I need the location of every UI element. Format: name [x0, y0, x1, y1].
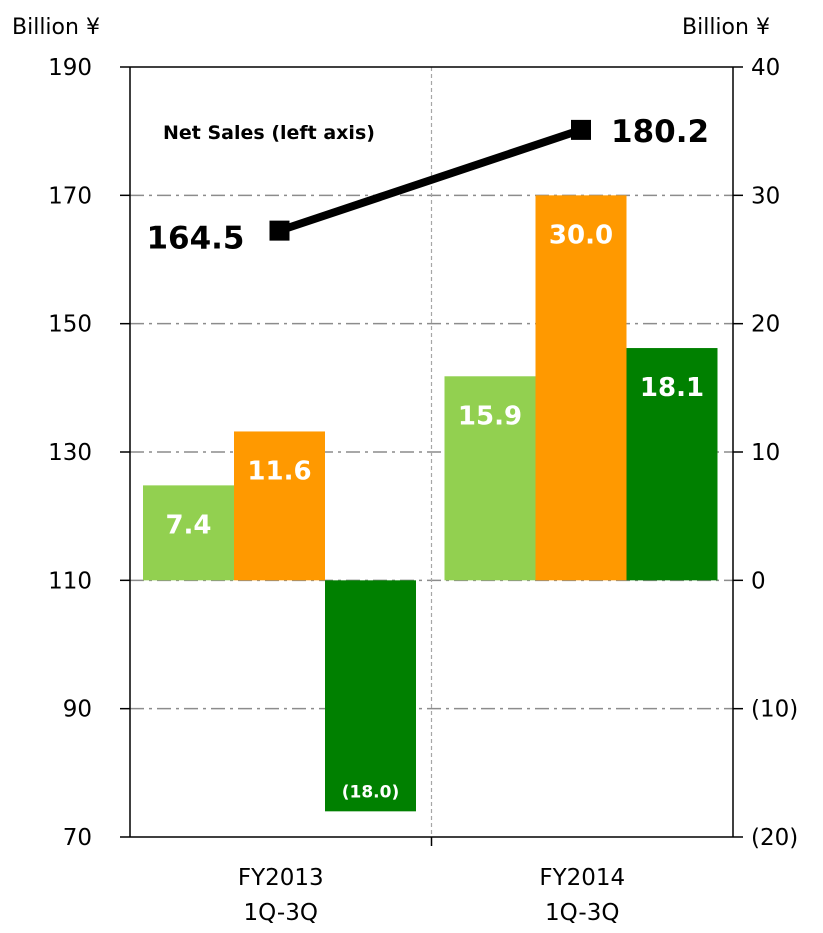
left-tick-label: 130 [48, 440, 92, 466]
labels: 7.4 15.9 11.6 30.0 (18.0) 18.1 190 170 150 130 110… [12, 15, 798, 926]
bar-value-label: (18.0) [342, 782, 399, 802]
right-tick-label: 10 [751, 440, 780, 466]
bar [535, 195, 627, 581]
left-tick-label: 150 [48, 312, 92, 338]
right-tick-label: 0 [751, 568, 766, 594]
right-tick-label: 30 [751, 183, 780, 209]
right-tick-label: 20 [751, 312, 780, 338]
bar-value-label: 11.6 [247, 456, 311, 486]
bar [234, 431, 325, 581]
axes [120, 66, 743, 846]
left-tick-label: 190 [48, 55, 92, 81]
line-point-marker [269, 220, 290, 241]
series-annotation: Net Sales (left axis) [163, 122, 375, 144]
bar [626, 348, 718, 581]
left-tick-label: 70 [63, 825, 92, 851]
left-axis-unit: Billion ¥ [12, 15, 100, 40]
left-tick-label: 110 [48, 568, 92, 594]
left-tick-label: 90 [63, 697, 92, 723]
right-tick-label: (20) [751, 825, 798, 851]
line-value-label: 164.5 [146, 221, 244, 257]
line-point-marker [571, 119, 591, 140]
bar-value-label: 7.4 [165, 510, 211, 540]
bar-value-label: 18.1 [640, 373, 704, 403]
bar [325, 580, 416, 812]
bar [444, 376, 536, 581]
right-tick-label: (10) [751, 697, 798, 723]
net-sales-line [269, 119, 591, 241]
right-tick-label: 40 [751, 55, 780, 81]
bar-value-label: 30.0 [549, 220, 613, 250]
category-label: 1Q-3Q [244, 900, 318, 926]
right-axis-unit: Billion ¥ [682, 15, 770, 40]
category-label: FY2013 [238, 865, 324, 891]
bars [143, 195, 718, 812]
bar-value-label: 15.9 [458, 401, 522, 431]
category-label: 1Q-3Q [545, 900, 619, 926]
left-tick-label: 170 [48, 183, 92, 209]
category-label: FY2014 [539, 865, 625, 891]
bar [143, 485, 234, 581]
line-value-label: 180.2 [611, 114, 709, 150]
net-sales-line-path [278, 126, 583, 235]
